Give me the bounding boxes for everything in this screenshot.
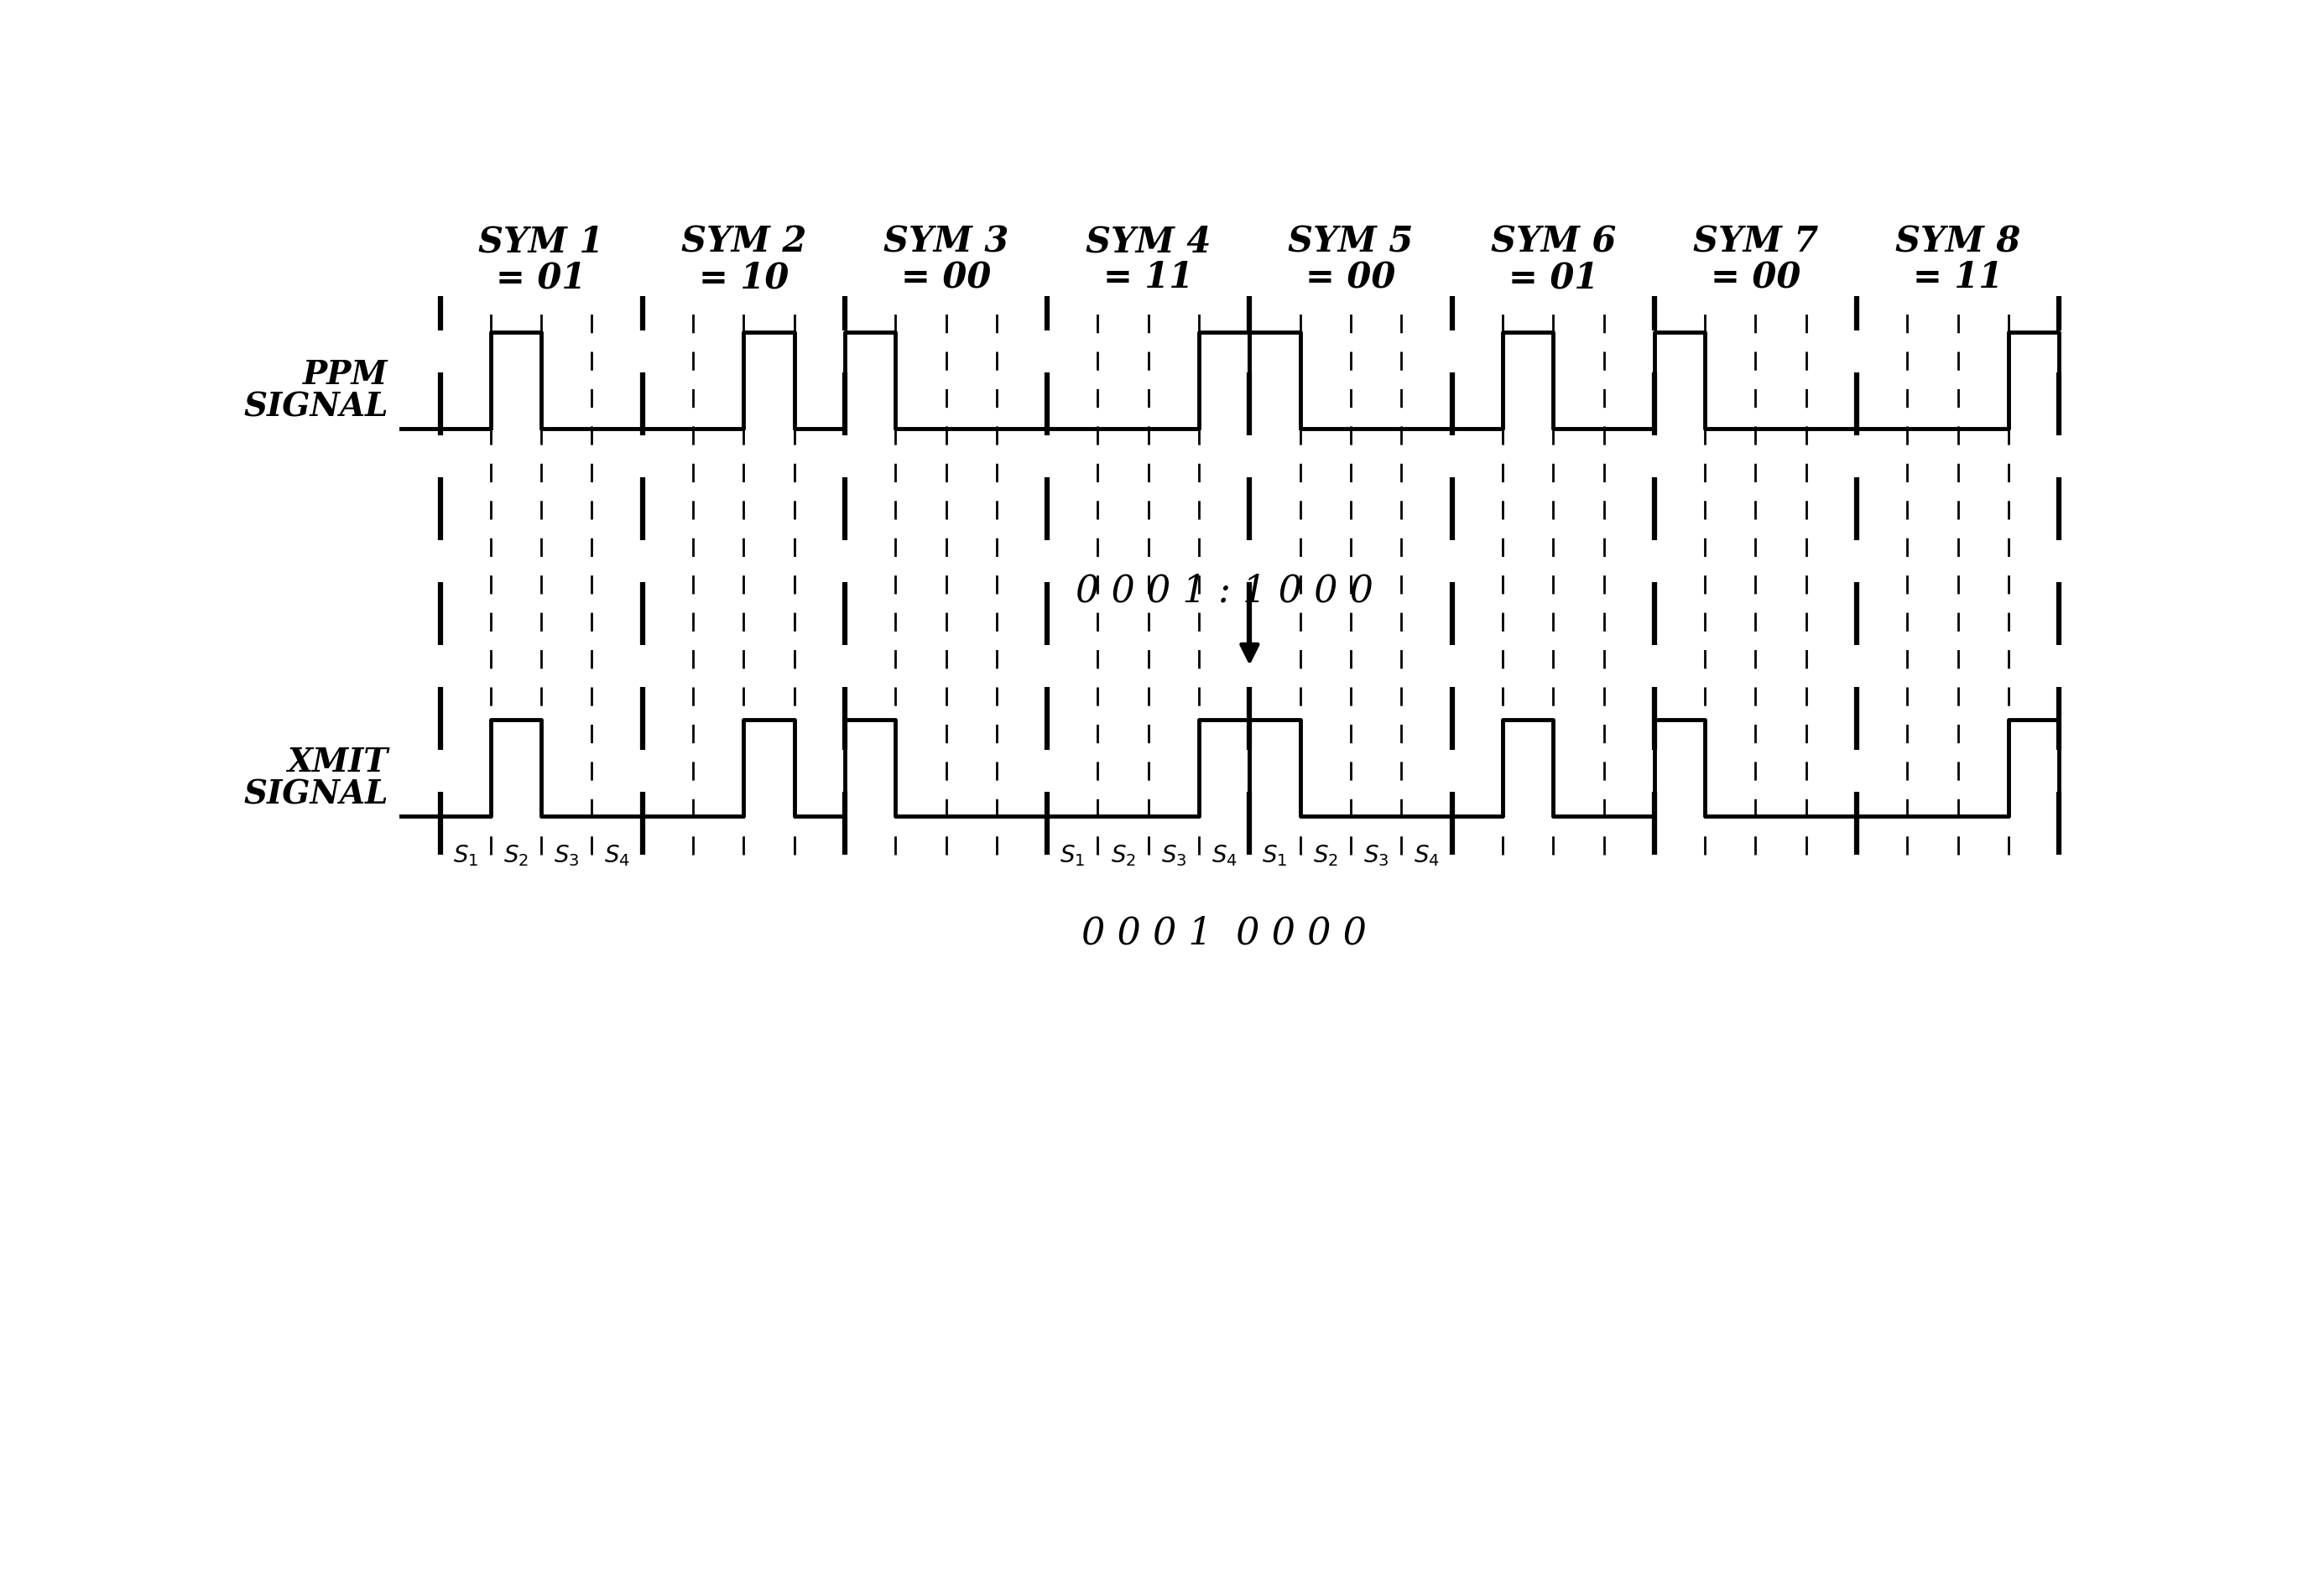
Text: SYM 6: SYM 6 <box>1490 224 1615 259</box>
Text: = 00: = 00 <box>1306 259 1397 295</box>
Text: XMIT: XMIT <box>288 745 388 777</box>
Text: SYM 8: SYM 8 <box>1896 224 2020 259</box>
Text: $S_1$: $S_1$ <box>453 842 479 868</box>
Text: 0 0 0 1  0 0 0 0: 0 0 0 1 0 0 0 0 <box>1081 915 1367 950</box>
Text: = 11: = 11 <box>1913 259 2003 295</box>
Text: = 01: = 01 <box>1508 259 1599 295</box>
Text: $S_1$: $S_1$ <box>1060 842 1085 868</box>
Text: $S_2$: $S_2$ <box>1111 842 1136 868</box>
Text: = 00: = 00 <box>902 259 990 295</box>
Text: PPM: PPM <box>302 358 388 390</box>
Text: $S_2$: $S_2$ <box>504 842 528 868</box>
Text: $S_3$: $S_3$ <box>1364 842 1390 868</box>
Text: = 11: = 11 <box>1104 259 1195 295</box>
Text: SYM 4: SYM 4 <box>1085 224 1211 259</box>
Text: $S_4$: $S_4$ <box>1211 842 1236 868</box>
Text: SIGNAL: SIGNAL <box>244 390 388 422</box>
Text: = 10: = 10 <box>700 259 788 295</box>
Text: SYM 1: SYM 1 <box>479 224 604 259</box>
Text: = 00: = 00 <box>1710 259 1801 295</box>
Text: SYM 7: SYM 7 <box>1692 224 1817 259</box>
Text: = 01: = 01 <box>497 259 586 295</box>
Text: $S_3$: $S_3$ <box>553 842 579 868</box>
Text: SYM 5: SYM 5 <box>1287 224 1413 259</box>
Text: $S_1$: $S_1$ <box>1262 842 1287 868</box>
Text: SYM 3: SYM 3 <box>883 224 1009 259</box>
Text: 0 0 0 1 : 1 0 0 0: 0 0 0 1 : 1 0 0 0 <box>1076 573 1373 608</box>
Text: $S_3$: $S_3$ <box>1162 842 1188 868</box>
Text: $S_4$: $S_4$ <box>1413 842 1439 868</box>
Text: SYM 2: SYM 2 <box>681 224 806 259</box>
Text: SIGNAL: SIGNAL <box>244 778 388 810</box>
Text: $S_2$: $S_2$ <box>1313 842 1339 868</box>
Text: $S_4$: $S_4$ <box>604 842 630 868</box>
